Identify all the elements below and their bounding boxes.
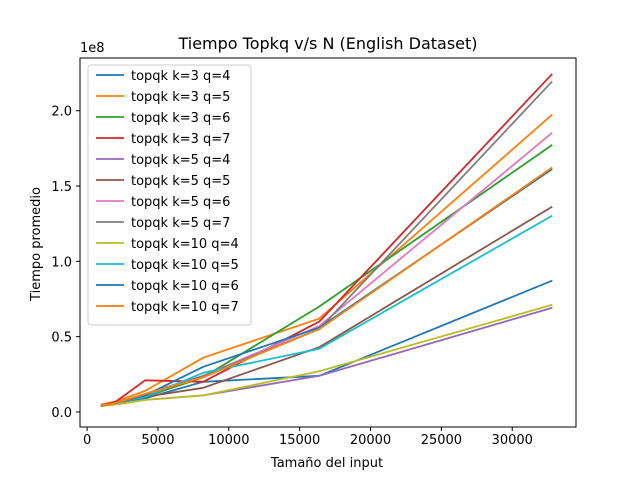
series-line-9 — [100, 303, 553, 407]
legend-label-9: topqk k=10 q=4 — [131, 237, 239, 252]
y-tick-label: 0.0 — [51, 406, 72, 421]
series-line-12 — [100, 166, 553, 407]
legend-label-6: topqk k=5 q=5 — [131, 174, 230, 189]
legend: topqk k=3 q=4 topqk k=3 q=5 topqk k=3 q=6 t… — [87, 64, 252, 326]
legend-label-12: topqk k=10 q=7 — [131, 300, 239, 315]
y-tick-label: 2.0 — [51, 105, 72, 120]
legend-label-8: topqk k=5 q=7 — [131, 216, 230, 231]
legend-label-10: topqk k=10 q=5 — [131, 258, 239, 273]
x-axis-label: Tamaño del input — [270, 456, 383, 471]
x-tick-label: 20000 — [350, 433, 391, 448]
legend-label-7: topqk k=5 q=6 — [131, 195, 230, 210]
legend-label-1: topqk k=3 q=4 — [131, 69, 230, 84]
legend-label-11: topqk k=10 q=6 — [131, 279, 239, 294]
x-tick-label: 5000 — [141, 433, 174, 448]
plot-frame — [79, 57, 577, 428]
axes: 0 5000 10000 15000 20000 25000 30000 0.0 0.5 1.0 1… — [51, 57, 577, 448]
x-tick-label: 30000 — [492, 433, 533, 448]
chart-title: Tiempo Topkq v/s N (English Dataset) — [177, 34, 477, 53]
x-tick-label: 25000 — [421, 433, 462, 448]
x-tick-label: 15000 — [279, 433, 320, 448]
x-tick-label: 10000 — [208, 433, 249, 448]
legend-label-3: topqk k=3 q=6 — [131, 111, 230, 126]
y-tick-label: 0.5 — [51, 331, 72, 346]
y-tick-label: 1.5 — [51, 180, 72, 195]
x-tick-label: 0 — [83, 433, 91, 448]
legend-label-4: topqk k=3 q=7 — [131, 132, 230, 147]
y-tick-label: 1.0 — [51, 255, 72, 270]
y-axis-label: Tiempo promedio — [29, 187, 44, 302]
legend-label-2: topqk k=3 q=5 — [131, 90, 230, 105]
legend-label-5: topqk k=5 q=4 — [131, 153, 230, 168]
legend-box — [87, 64, 252, 326]
plot-lines — [100, 73, 553, 408]
y-offset-label: 1e8 — [80, 41, 105, 56]
